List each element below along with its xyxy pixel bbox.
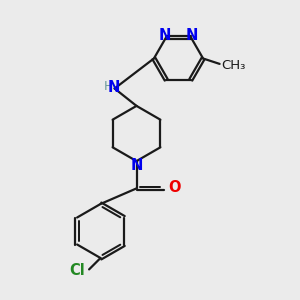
Text: H: H	[103, 80, 113, 93]
Text: CH₃: CH₃	[221, 58, 245, 72]
Text: N: N	[130, 158, 143, 173]
Text: N: N	[108, 80, 120, 95]
Text: N: N	[159, 28, 171, 43]
Text: N: N	[186, 28, 198, 43]
Text: O: O	[168, 180, 181, 195]
Text: Cl: Cl	[70, 263, 86, 278]
